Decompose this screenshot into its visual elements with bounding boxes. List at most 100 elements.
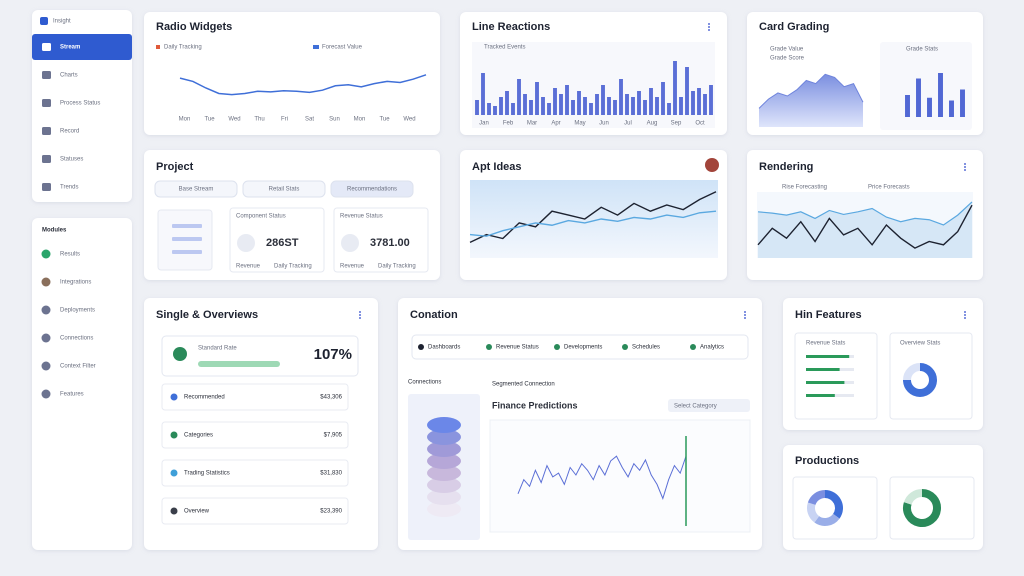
card-title: Single & Overviews <box>156 309 258 321</box>
row-icon <box>170 431 178 439</box>
bar <box>927 97 932 117</box>
plot-bg <box>489 419 751 533</box>
module-item: Context Filter <box>60 364 96 370</box>
pill-icon[interactable] <box>486 344 492 350</box>
menu-dot[interactable] <box>708 29 710 31</box>
select[interactable] <box>668 399 750 412</box>
row[interactable] <box>161 459 349 487</box>
line <box>469 210 717 237</box>
panel-title: Grade Stats <box>906 47 938 53</box>
pill-icon[interactable] <box>554 344 560 350</box>
x-tick-label: Tue <box>204 117 215 123</box>
nav-icon[interactable] <box>42 127 51 135</box>
menu-dot[interactable] <box>359 311 361 313</box>
pill-icon[interactable] <box>690 344 696 350</box>
pill-icon[interactable] <box>418 344 424 350</box>
side-title: Connections <box>408 380 441 386</box>
stack-disc <box>427 489 461 505</box>
bar <box>697 88 701 115</box>
stack-disc <box>427 417 461 433</box>
donut-segment <box>814 513 840 526</box>
nav-icon[interactable] <box>42 99 51 107</box>
bar <box>655 97 659 115</box>
bar <box>905 95 910 117</box>
pill[interactable] <box>154 180 238 198</box>
module-icon[interactable] <box>41 333 51 343</box>
card <box>32 218 132 550</box>
bar <box>583 97 587 115</box>
nav-icon[interactable] <box>42 71 51 79</box>
nav-icon[interactable] <box>42 183 51 191</box>
module-icon[interactable] <box>41 249 51 259</box>
stat-value: 286ST <box>266 237 299 249</box>
list-line <box>172 250 202 254</box>
row-icon <box>170 507 178 515</box>
row[interactable] <box>161 421 349 449</box>
line <box>757 204 973 249</box>
stack-disc <box>427 501 461 517</box>
bar <box>619 79 623 115</box>
pill[interactable] <box>330 180 414 198</box>
module-icon[interactable] <box>41 277 51 287</box>
bar <box>559 94 563 115</box>
legend: Forecast Value <box>322 45 363 51</box>
bar <box>493 106 497 115</box>
bar <box>806 381 845 384</box>
x-tick-label: Mon <box>354 117 366 123</box>
menu-dot[interactable] <box>708 23 710 25</box>
bar <box>511 103 515 115</box>
menu-dot[interactable] <box>744 317 746 319</box>
dot <box>313 45 319 49</box>
bar <box>649 88 653 115</box>
menu-dot[interactable] <box>359 317 361 319</box>
bar <box>529 100 533 115</box>
menu-dot[interactable] <box>964 317 966 319</box>
module-icon[interactable] <box>41 305 51 315</box>
menu-dot[interactable] <box>964 314 966 316</box>
nav-icon[interactable] <box>42 155 51 163</box>
bar <box>709 85 713 115</box>
nav-item: Process Status <box>60 101 100 107</box>
nav-active[interactable] <box>32 34 132 60</box>
module-icon[interactable] <box>41 389 51 399</box>
legend: Daily Tracking <box>164 45 202 51</box>
x-tick-label: Thu <box>254 117 264 123</box>
stat-label: Component Status <box>236 214 286 220</box>
row[interactable] <box>161 497 349 525</box>
bar <box>613 100 617 115</box>
pill-icon[interactable] <box>622 344 628 350</box>
x-tick-label: Feb <box>503 121 514 127</box>
avatar[interactable] <box>705 158 719 172</box>
card-title: Card Grading <box>759 21 829 33</box>
x-tick-label: Wed <box>228 117 240 123</box>
brand: Insight <box>53 19 71 25</box>
menu-dot[interactable] <box>964 163 966 165</box>
stat-sub: Daily Tracking <box>274 264 312 270</box>
legend: Grade Value <box>770 47 804 53</box>
x-tick-label: Fri <box>281 117 288 123</box>
legend: Price Forecasts <box>868 185 910 191</box>
pill[interactable] <box>242 180 326 198</box>
menu-dot[interactable] <box>964 311 966 313</box>
bar <box>938 73 943 117</box>
menu-dot[interactable] <box>744 311 746 313</box>
bar <box>601 85 605 115</box>
module-icon[interactable] <box>41 361 51 371</box>
bar <box>679 97 683 115</box>
chart-title: Finance Predictions <box>492 400 578 410</box>
row-label: Standard Rate <box>198 346 237 352</box>
menu-dot[interactable] <box>359 314 361 316</box>
menu-dot[interactable] <box>744 314 746 316</box>
stack-disc <box>427 477 461 493</box>
stat-sub: Daily Tracking <box>378 264 416 270</box>
top-icon <box>173 347 187 361</box>
donut-segment <box>903 489 941 527</box>
row[interactable] <box>161 383 349 411</box>
menu-dot[interactable] <box>964 166 966 168</box>
bar <box>523 94 527 115</box>
nav-icon[interactable] <box>42 43 51 51</box>
card <box>144 12 440 135</box>
menu-dot[interactable] <box>964 169 966 171</box>
section-title: Modules <box>42 228 67 234</box>
menu-dot[interactable] <box>708 26 710 28</box>
